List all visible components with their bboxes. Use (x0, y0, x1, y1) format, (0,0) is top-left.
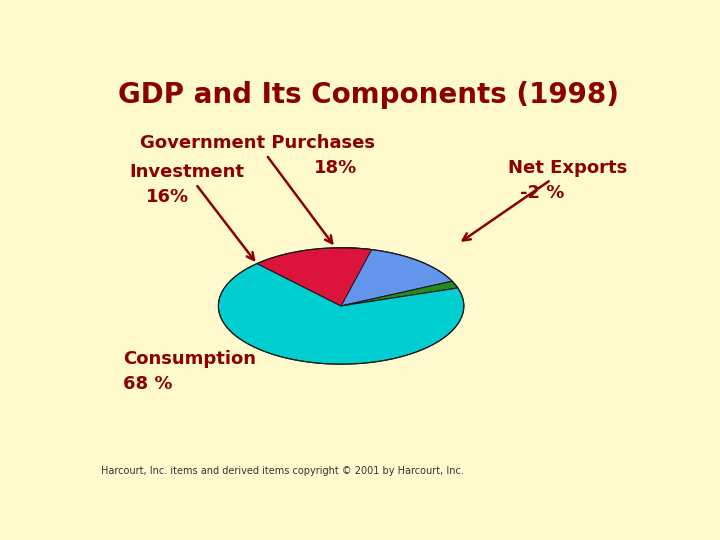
Polygon shape (257, 248, 372, 306)
Text: GDP and Its Components (1998): GDP and Its Components (1998) (119, 82, 619, 110)
Polygon shape (341, 281, 458, 306)
Text: Harcourt, Inc. items and derived items copyright © 2001 by Harcourt, Inc.: Harcourt, Inc. items and derived items c… (101, 467, 464, 476)
Polygon shape (341, 248, 452, 306)
Text: 16%: 16% (145, 188, 189, 206)
Text: 18%: 18% (314, 159, 357, 177)
Text: -2 %: -2 % (520, 184, 564, 202)
Text: Consumption: Consumption (124, 334, 319, 368)
Text: Government Purchases: Government Purchases (140, 134, 375, 244)
Text: 68 %: 68 % (124, 375, 173, 393)
Polygon shape (218, 264, 464, 364)
Text: Investment: Investment (129, 163, 254, 260)
Text: Net Exports: Net Exports (463, 159, 628, 240)
